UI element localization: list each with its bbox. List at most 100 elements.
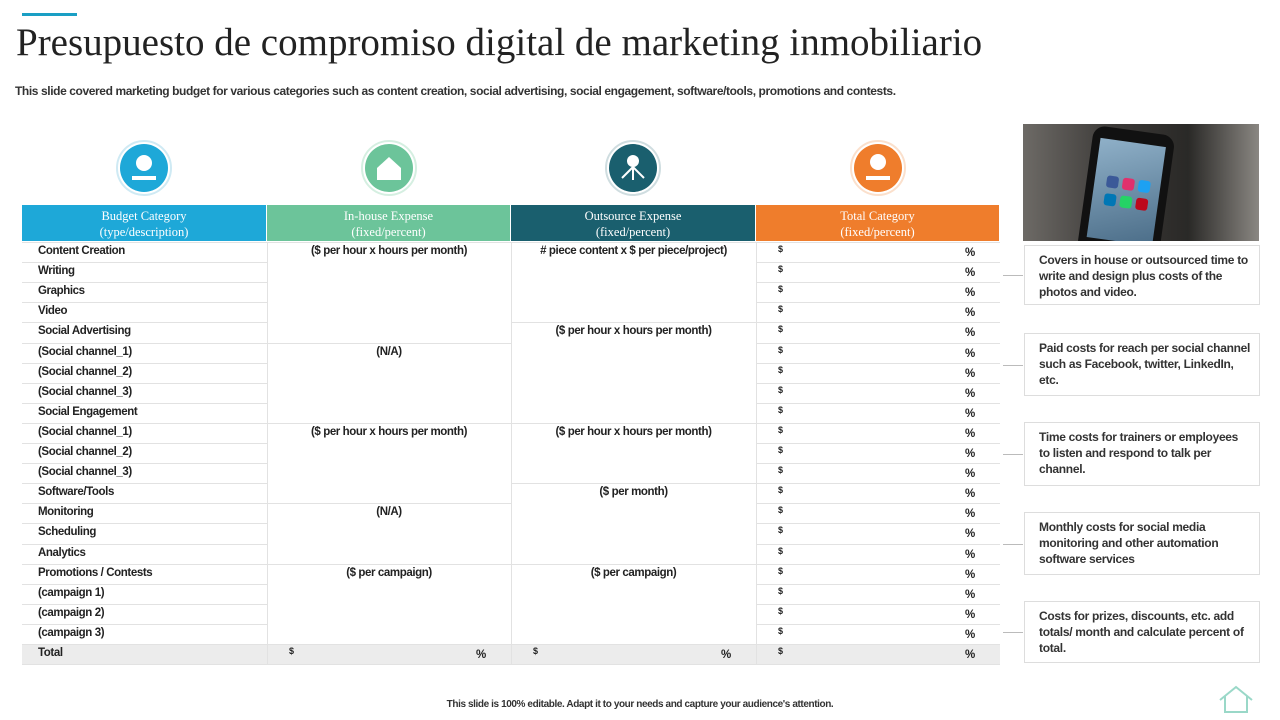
row-border: [22, 543, 267, 545]
icon-money: [850, 140, 906, 196]
row-border: [267, 242, 511, 243]
percent-symbol: %: [965, 327, 975, 340]
header-title: Budget Category: [101, 209, 187, 223]
row-border: [756, 382, 1000, 384]
percent-symbol: %: [965, 407, 975, 420]
expense-cell: ($ per campaign): [590, 566, 677, 579]
header-cell: Total Category (fixed/percent): [756, 205, 999, 241]
currency-symbol: $: [778, 424, 783, 435]
budget-table: Budget Category (type/description) In-hous…: [22, 205, 1000, 666]
category-cell: Graphics: [38, 285, 85, 298]
column-border: [267, 242, 268, 665]
percent-symbol: %: [965, 427, 975, 440]
percent-symbol: %: [965, 488, 975, 501]
table-border-bottom: [22, 664, 1000, 666]
note-box: Time costs for trainers or employees to …: [1024, 422, 1260, 486]
category-cell: (Social channel_1): [38, 425, 132, 438]
percent-symbol: %: [721, 649, 731, 661]
row-border: [22, 483, 267, 485]
column-border: [511, 242, 512, 665]
note-box: Costs for prizes, discounts, etc. add to…: [1024, 601, 1260, 663]
expense-cell: (N/A): [376, 345, 402, 358]
percent-symbol: %: [965, 267, 975, 280]
row-border: [22, 503, 267, 505]
currency-symbol: $: [778, 384, 783, 395]
category-cell: (Social channel_1): [38, 345, 132, 358]
row-border: [22, 382, 267, 384]
header-subtitle: (type/description): [99, 225, 189, 239]
row-border: [22, 563, 267, 565]
currency-symbol: $: [778, 625, 783, 636]
expense-cell: ($ per hour x hours per month): [555, 425, 712, 438]
row-border: [22, 262, 267, 264]
row-border: [511, 563, 756, 565]
row-border: [22, 322, 267, 324]
note-box: Monthly costs for social media monitorin…: [1024, 512, 1260, 575]
expense-cell: # piece content x $ per piece/project): [540, 245, 727, 257]
subtitle: This slide covered marketing budget for …: [15, 84, 896, 98]
category-cell: Social Advertising: [38, 325, 131, 338]
expense-cell: ($ per hour x hours per month): [310, 425, 468, 438]
currency-symbol: $: [778, 284, 783, 295]
row-border: [756, 242, 1000, 243]
percent-symbol: %: [965, 448, 975, 460]
row-border: [22, 242, 267, 243]
currency-symbol: $: [778, 505, 783, 516]
row-border: [756, 422, 1000, 424]
row-border: [511, 422, 756, 424]
row-border: [511, 322, 756, 324]
percent-symbol: %: [965, 287, 975, 300]
category-cell: (Social channel_3): [38, 385, 132, 398]
category-cell: Content Creation: [38, 245, 125, 257]
header-title: Total Category: [840, 209, 915, 223]
header-subtitle: (fixed/percent): [351, 225, 426, 239]
category-cell: Total: [38, 647, 63, 659]
expense-cell: ($ per hour x hours per month): [310, 245, 468, 257]
percent-symbol: %: [965, 508, 975, 521]
connector: [1003, 364, 1023, 366]
connector: [1003, 632, 1023, 633]
row-border: [22, 443, 267, 444]
category-cell: (campaign 1): [38, 586, 105, 599]
header-subtitle: (fixed/percent): [840, 225, 915, 239]
row-border: [756, 563, 1000, 565]
currency-symbol: $: [778, 304, 783, 315]
icon-budget: [116, 140, 172, 196]
row-border: [22, 422, 267, 424]
percent-symbol: %: [965, 628, 975, 641]
percent-symbol: %: [476, 649, 486, 661]
column-border: [756, 242, 757, 665]
note-box: Paid costs for reach per social channel …: [1024, 333, 1260, 396]
category-cell: (Social channel_2): [38, 365, 132, 378]
connector: [1003, 275, 1023, 276]
category-cell: Writing: [38, 265, 75, 278]
row-border: [22, 342, 267, 344]
category-cell: Scheduling: [38, 526, 96, 539]
notes: Covers in house or outsourced time to wr…: [1003, 245, 1260, 663]
percent-symbol: %: [965, 568, 975, 581]
row-border: [756, 603, 1000, 605]
row-border: [756, 342, 1000, 344]
currency-symbol: $: [778, 364, 783, 375]
row-border: [267, 503, 511, 505]
category-cell: Social Engagement: [38, 405, 138, 418]
currency-symbol: $: [778, 585, 783, 596]
currency-symbol: $: [778, 404, 783, 415]
currency-symbol: $: [778, 646, 783, 656]
row-border: [267, 422, 511, 424]
category-cell: Analytics: [38, 546, 86, 559]
footer: This slide is 100% editable. Adapt it to…: [446, 699, 834, 710]
expense-cell: ($ per hour x hours per month): [555, 325, 712, 338]
currency-symbol: $: [778, 525, 783, 536]
header-cell: In-house Expense (fixed/percent): [267, 205, 510, 241]
header-title: Outsource Expense: [584, 209, 682, 223]
percent-symbol: %: [965, 387, 975, 400]
expense-cell: (N/A): [376, 506, 402, 519]
category-cell: (campaign 2): [38, 606, 105, 619]
row-border: [22, 282, 267, 284]
row-border: [756, 362, 1000, 364]
row-border: [756, 503, 1000, 505]
row-border: [267, 644, 511, 645]
row-border: [22, 362, 267, 364]
